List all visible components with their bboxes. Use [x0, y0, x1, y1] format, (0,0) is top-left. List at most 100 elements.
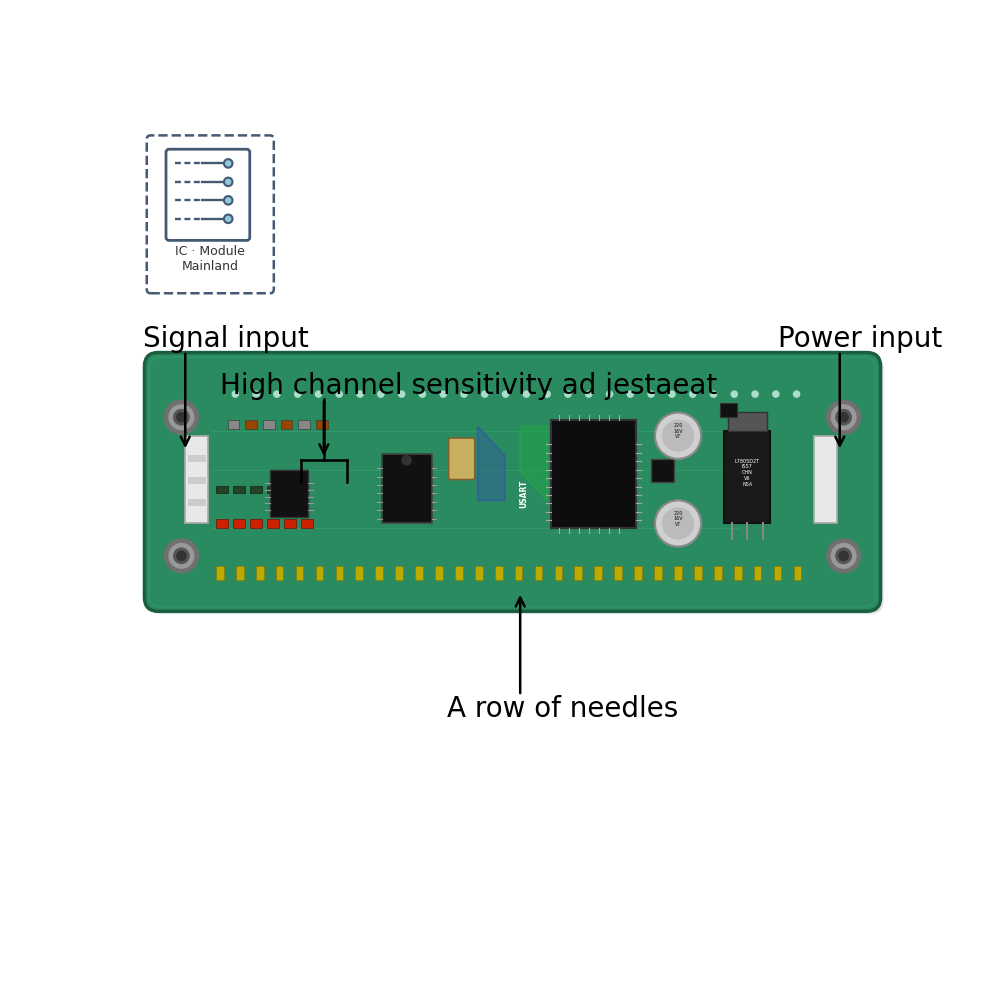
- Bar: [216, 486, 228, 493]
- Bar: [284, 519, 296, 528]
- Text: Signal input: Signal input: [143, 325, 309, 353]
- Circle shape: [402, 456, 411, 465]
- Bar: [188, 455, 206, 462]
- Bar: [301, 519, 313, 528]
- Circle shape: [357, 391, 363, 397]
- Circle shape: [177, 413, 186, 422]
- Circle shape: [827, 400, 861, 434]
- Circle shape: [606, 391, 613, 397]
- Circle shape: [831, 405, 856, 430]
- Circle shape: [164, 539, 198, 573]
- Bar: [551, 420, 636, 528]
- Bar: [233, 486, 245, 493]
- Circle shape: [731, 391, 737, 397]
- Circle shape: [224, 178, 232, 186]
- Circle shape: [419, 391, 425, 397]
- Circle shape: [773, 391, 779, 397]
- Bar: [228, 420, 239, 429]
- Circle shape: [655, 500, 701, 547]
- Circle shape: [836, 410, 851, 425]
- Circle shape: [482, 391, 488, 397]
- Bar: [724, 431, 770, 523]
- Circle shape: [627, 391, 633, 397]
- Bar: [382, 454, 432, 523]
- Circle shape: [836, 548, 851, 564]
- Bar: [336, 566, 343, 580]
- Circle shape: [839, 413, 848, 422]
- Circle shape: [669, 391, 675, 397]
- Text: USART: USART: [520, 479, 529, 508]
- Bar: [475, 566, 483, 580]
- Bar: [236, 566, 244, 580]
- Circle shape: [839, 551, 848, 560]
- Bar: [270, 470, 308, 517]
- Circle shape: [710, 391, 717, 397]
- Bar: [296, 566, 303, 580]
- Bar: [415, 566, 423, 580]
- Circle shape: [224, 196, 232, 205]
- Bar: [263, 420, 275, 429]
- Bar: [654, 566, 662, 580]
- Circle shape: [274, 391, 280, 397]
- Bar: [250, 519, 262, 528]
- Bar: [256, 566, 264, 580]
- Bar: [233, 519, 245, 528]
- Circle shape: [523, 391, 529, 397]
- Bar: [814, 436, 837, 523]
- Circle shape: [177, 551, 186, 560]
- Text: High channel sensitivity ad jestaeat: High channel sensitivity ad jestaeat: [220, 372, 717, 400]
- Bar: [267, 519, 279, 528]
- Bar: [267, 486, 279, 493]
- Bar: [774, 566, 781, 580]
- Polygon shape: [478, 426, 505, 500]
- Circle shape: [831, 544, 856, 568]
- Circle shape: [315, 391, 322, 397]
- Text: L7805D2T
IS57
CHN
V6
N5A: L7805D2T IS57 CHN V6 N5A: [735, 459, 760, 487]
- Text: A row of needles: A row of needles: [447, 695, 678, 723]
- Bar: [185, 436, 208, 523]
- Bar: [535, 566, 542, 580]
- Circle shape: [295, 391, 301, 397]
- Circle shape: [378, 391, 384, 397]
- Circle shape: [174, 410, 189, 425]
- Bar: [298, 420, 310, 429]
- Bar: [216, 566, 224, 580]
- Bar: [720, 403, 737, 417]
- Bar: [375, 566, 383, 580]
- Circle shape: [253, 391, 259, 397]
- Circle shape: [648, 391, 654, 397]
- Circle shape: [232, 391, 238, 397]
- Circle shape: [169, 544, 194, 568]
- Bar: [634, 566, 642, 580]
- Bar: [734, 566, 742, 580]
- Bar: [594, 566, 602, 580]
- Bar: [794, 566, 801, 580]
- Circle shape: [663, 508, 693, 539]
- Bar: [694, 566, 702, 580]
- Bar: [435, 566, 443, 580]
- Circle shape: [224, 215, 232, 223]
- Circle shape: [565, 391, 571, 397]
- Circle shape: [224, 159, 232, 168]
- Circle shape: [399, 391, 405, 397]
- Bar: [574, 566, 582, 580]
- Circle shape: [336, 391, 342, 397]
- Circle shape: [794, 391, 800, 397]
- Bar: [674, 566, 682, 580]
- Bar: [316, 420, 328, 429]
- Polygon shape: [520, 426, 547, 500]
- Bar: [216, 519, 228, 528]
- Circle shape: [586, 391, 592, 397]
- Circle shape: [690, 391, 696, 397]
- Bar: [455, 566, 463, 580]
- Bar: [515, 566, 522, 580]
- Bar: [754, 566, 761, 580]
- Bar: [281, 420, 292, 429]
- Circle shape: [169, 405, 194, 430]
- Bar: [495, 566, 503, 580]
- Text: 220
16V
VT: 220 16V VT: [673, 511, 683, 527]
- Bar: [188, 477, 206, 484]
- Bar: [555, 566, 562, 580]
- Circle shape: [544, 391, 550, 397]
- Bar: [276, 566, 283, 580]
